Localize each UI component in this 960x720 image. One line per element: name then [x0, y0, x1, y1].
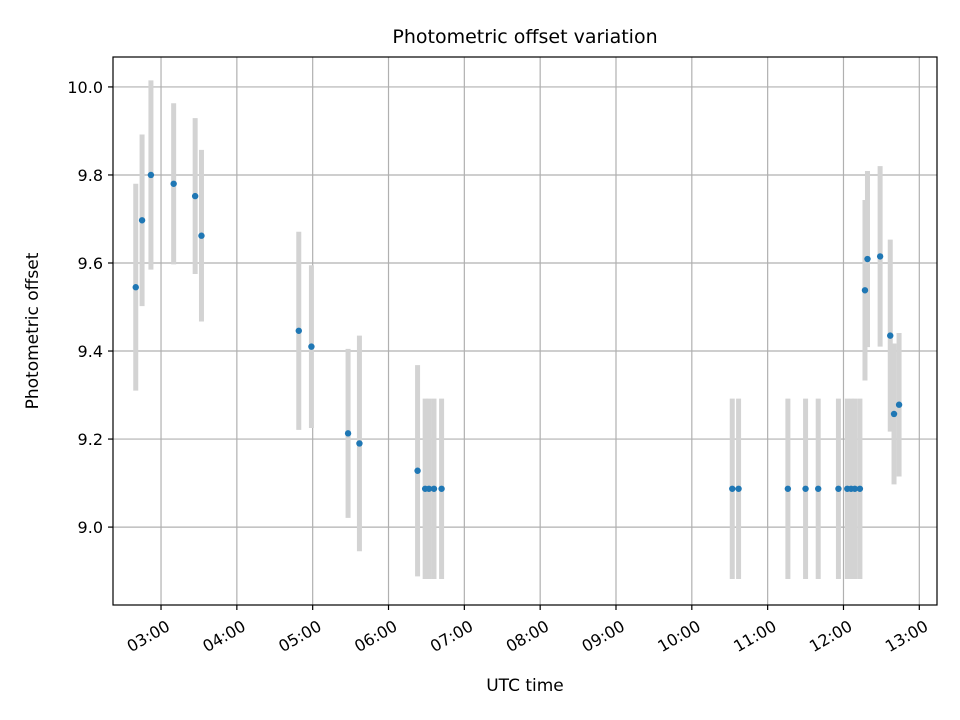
data-point	[856, 485, 864, 492]
data-point	[308, 343, 315, 350]
grid	[113, 57, 937, 605]
data-point	[861, 287, 869, 294]
y-tick-label: 10.0	[67, 78, 103, 97]
plot-background	[113, 57, 937, 605]
data-point	[835, 485, 842, 492]
y-tick-label: 9.8	[78, 166, 103, 185]
data-point	[198, 232, 205, 239]
data-point	[170, 180, 177, 187]
y-tick-label: 9.0	[78, 518, 103, 537]
data-point	[735, 485, 742, 492]
data-point	[815, 485, 822, 492]
data-point	[887, 332, 894, 339]
data-point	[132, 284, 139, 291]
data-point	[356, 440, 363, 447]
data-point	[344, 430, 352, 437]
data-point	[414, 467, 421, 474]
data-points	[132, 171, 903, 492]
plot-frame	[112, 56, 938, 606]
data-point	[851, 485, 859, 492]
data-point	[890, 410, 898, 418]
data-point	[138, 217, 146, 224]
chart-title: Photometric offset variation	[392, 26, 657, 48]
data-point	[729, 485, 736, 492]
data-point	[295, 327, 302, 334]
y-axis-title: Photometric offset	[23, 252, 43, 409]
data-point	[876, 253, 884, 260]
data-point	[438, 485, 445, 492]
data-point	[864, 255, 871, 263]
data-point	[430, 485, 438, 492]
y-tick-label: 9.2	[78, 430, 103, 449]
data-point	[425, 485, 433, 492]
x-axis-title: UTC time	[486, 676, 564, 696]
data-point	[895, 401, 903, 408]
y-tick-label: 9.4	[78, 342, 103, 361]
data-point	[191, 192, 199, 200]
y-tick-label: 9.6	[78, 254, 103, 273]
data-point	[147, 171, 155, 179]
data-point	[802, 485, 809, 492]
data-point	[784, 485, 792, 492]
